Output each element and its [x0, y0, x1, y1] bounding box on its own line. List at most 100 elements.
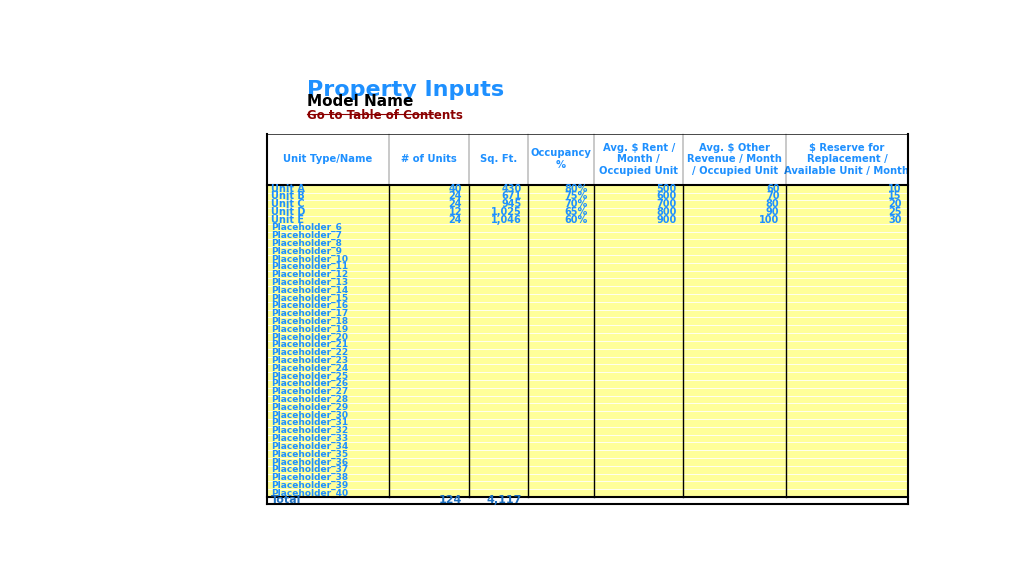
- Text: Placeholder_40: Placeholder_40: [270, 489, 348, 498]
- Bar: [267, 224, 908, 231]
- Text: Go to Table of Contents: Go to Table of Contents: [306, 109, 463, 122]
- Text: 30: 30: [888, 215, 902, 225]
- Bar: [267, 310, 908, 317]
- Bar: [267, 193, 908, 200]
- Text: Placeholder_23: Placeholder_23: [270, 356, 348, 365]
- Text: 500: 500: [656, 183, 677, 194]
- Text: 70: 70: [766, 192, 779, 201]
- Bar: [267, 239, 908, 247]
- Bar: [267, 208, 908, 216]
- Bar: [267, 325, 908, 333]
- Text: Placeholder_12: Placeholder_12: [270, 270, 348, 279]
- Text: 24: 24: [449, 199, 462, 209]
- Text: Placeholder_17: Placeholder_17: [270, 309, 348, 318]
- Bar: [267, 403, 908, 411]
- Text: Placeholder_39: Placeholder_39: [270, 481, 348, 490]
- Bar: [267, 497, 908, 504]
- Text: 75%: 75%: [564, 192, 588, 201]
- Text: Placeholder_13: Placeholder_13: [270, 278, 348, 287]
- Text: Sq. Ft.: Sq. Ft.: [479, 154, 517, 164]
- Text: Occupancy
%: Occupancy %: [530, 148, 592, 170]
- Text: 24: 24: [449, 215, 462, 225]
- Bar: [267, 396, 908, 403]
- Text: 945: 945: [502, 199, 521, 209]
- Text: Placeholder_21: Placeholder_21: [270, 340, 348, 350]
- Bar: [267, 255, 908, 263]
- Text: Placeholder_36: Placeholder_36: [270, 458, 348, 467]
- Text: Placeholder_18: Placeholder_18: [270, 317, 348, 326]
- Text: Avg. $ Other
Revenue / Month
/ Occupied Unit: Avg. $ Other Revenue / Month / Occupied …: [687, 143, 782, 176]
- Bar: [267, 450, 908, 458]
- Bar: [267, 443, 908, 450]
- Text: Placeholder_30: Placeholder_30: [270, 410, 348, 419]
- Text: # of Units: # of Units: [401, 154, 457, 164]
- Text: 65%: 65%: [564, 207, 588, 217]
- Bar: [267, 247, 908, 255]
- Text: Placeholder_28: Placeholder_28: [270, 395, 348, 404]
- Text: Placeholder_34: Placeholder_34: [270, 442, 348, 451]
- Bar: [267, 474, 908, 481]
- Text: Total: Total: [270, 496, 301, 505]
- Text: $ Reserve for
Replacement /
Available Unit / Month: $ Reserve for Replacement / Available Un…: [784, 143, 909, 176]
- Text: Placeholder_38: Placeholder_38: [270, 473, 348, 482]
- Text: 12: 12: [449, 207, 462, 217]
- Text: Unit Type/Name: Unit Type/Name: [284, 154, 373, 164]
- Text: Unit A: Unit A: [270, 183, 305, 194]
- Text: Unit C: Unit C: [270, 199, 304, 209]
- Text: Placeholder_32: Placeholder_32: [270, 426, 348, 435]
- Text: Placeholder_22: Placeholder_22: [270, 348, 348, 357]
- Bar: [267, 427, 908, 434]
- Text: 90: 90: [766, 207, 779, 217]
- Text: Property Inputs: Property Inputs: [306, 80, 504, 100]
- Bar: [267, 185, 908, 193]
- Text: 80%: 80%: [564, 183, 588, 194]
- Bar: [267, 434, 908, 443]
- Text: Unit D: Unit D: [270, 207, 305, 217]
- Text: 60%: 60%: [564, 215, 588, 225]
- Bar: [267, 388, 908, 396]
- Bar: [267, 341, 908, 349]
- Text: Placeholder_25: Placeholder_25: [270, 372, 348, 381]
- Text: Placeholder_20: Placeholder_20: [270, 332, 348, 342]
- Text: 900: 900: [656, 215, 677, 225]
- Bar: [267, 349, 908, 357]
- Bar: [267, 302, 908, 310]
- Text: Placeholder_15: Placeholder_15: [270, 294, 348, 302]
- Bar: [267, 279, 908, 286]
- Text: 1,046: 1,046: [490, 215, 521, 225]
- Bar: [267, 466, 908, 474]
- Bar: [267, 380, 908, 388]
- Text: Placeholder_6: Placeholder_6: [270, 223, 342, 233]
- Bar: [267, 216, 908, 224]
- Bar: [267, 411, 908, 419]
- Text: Placeholder_24: Placeholder_24: [270, 364, 348, 373]
- Text: 800: 800: [656, 207, 677, 217]
- Bar: [267, 294, 908, 302]
- Bar: [267, 419, 908, 427]
- Text: Placeholder_9: Placeholder_9: [270, 246, 342, 256]
- Text: 20: 20: [888, 199, 902, 209]
- Text: Placeholder_27: Placeholder_27: [270, 387, 348, 396]
- Bar: [267, 357, 908, 364]
- Bar: [267, 489, 908, 497]
- Text: 700: 700: [656, 199, 677, 209]
- Text: Placeholder_35: Placeholder_35: [270, 449, 348, 459]
- Text: Placeholder_14: Placeholder_14: [270, 286, 348, 295]
- Text: 671: 671: [502, 192, 521, 201]
- Text: 15: 15: [888, 192, 902, 201]
- Text: 4,117: 4,117: [486, 496, 521, 505]
- Text: Unit B: Unit B: [270, 192, 304, 201]
- Bar: [267, 286, 908, 294]
- Text: 100: 100: [759, 215, 779, 225]
- Text: Placeholder_29: Placeholder_29: [270, 403, 348, 412]
- Bar: [267, 481, 908, 489]
- Bar: [267, 231, 908, 239]
- Text: Placeholder_26: Placeholder_26: [270, 379, 348, 388]
- Text: Placeholder_10: Placeholder_10: [270, 254, 348, 264]
- Text: Placeholder_31: Placeholder_31: [270, 418, 348, 428]
- Text: 40: 40: [449, 183, 462, 194]
- Bar: [267, 317, 908, 325]
- Text: 24: 24: [449, 192, 462, 201]
- Text: Unit E: Unit E: [270, 215, 304, 225]
- Text: 60: 60: [766, 183, 779, 194]
